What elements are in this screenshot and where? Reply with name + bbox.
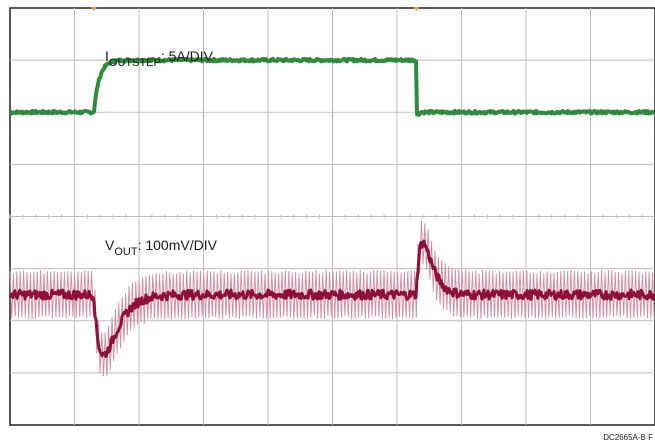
output-voltage-trace bbox=[8, 239, 655, 359]
grid bbox=[9, 7, 655, 426]
current-trace-label: IOUTSTEP: 5A/DIV bbox=[105, 48, 214, 69]
figure-code: DC2665A-B F bbox=[603, 433, 653, 442]
current-step-trace bbox=[9, 56, 655, 117]
traces bbox=[8, 56, 655, 377]
trigger-marker bbox=[90, 7, 97, 11]
trigger-marker bbox=[413, 7, 420, 11]
voltage-trace-label: VOUT: 100mV/DIV bbox=[105, 237, 218, 258]
